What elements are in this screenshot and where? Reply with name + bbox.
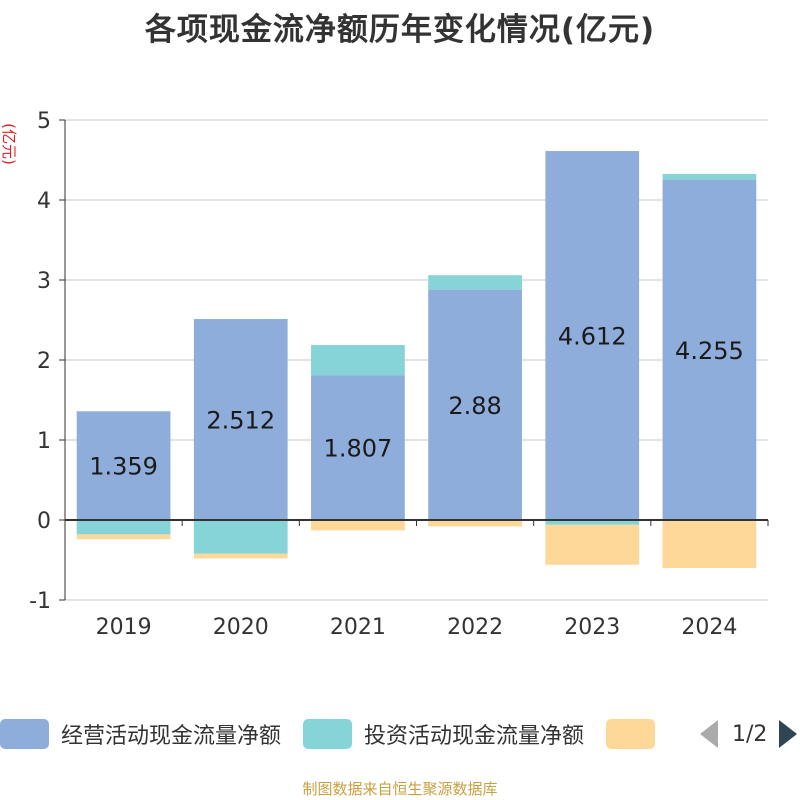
y-tick-label: 0 (37, 509, 51, 534)
source-note: 制图数据来自恒生聚源数据库 (302, 780, 498, 798)
data-label: 2.512 (206, 407, 275, 435)
y-tick-label: 4 (37, 189, 51, 214)
bar-financing-2020 (193, 553, 288, 559)
x-tick-label: 2022 (447, 615, 503, 640)
legend-swatch-investing (303, 719, 353, 749)
bar-financing-2019 (76, 534, 171, 540)
bar-investing-2024 (662, 174, 757, 180)
x-tick-label: 2021 (330, 615, 386, 640)
y-tick-label: 1 (37, 429, 51, 454)
data-label: 4.612 (558, 323, 627, 351)
y-axis-label: (亿元) (0, 123, 18, 165)
legend-label-operating: 经营活动现金流量净额 (61, 724, 282, 749)
legend-swatch-financing (606, 719, 656, 749)
legend: 经营活动现金流量净额 投资活动现金流量净额 (0, 716, 689, 752)
bar-investing-2021 (311, 345, 405, 376)
pager-next-icon[interactable] (779, 720, 798, 748)
x-tick-label: 2019 (96, 615, 152, 640)
x-tick-label: 2023 (564, 615, 620, 640)
bar-operating-2019 (76, 411, 171, 520)
legend-swatch-operating (0, 719, 49, 749)
y-tick-label: -1 (29, 589, 51, 614)
bar-operating-2022 (428, 289, 522, 520)
chart-title: 各项现金流净额历年变化情况(亿元) (144, 12, 656, 48)
pager-prev-icon[interactable] (700, 720, 718, 748)
bar-financing-2024 (662, 520, 757, 568)
legend-item-financing[interactable] (606, 719, 667, 749)
legend-item-operating[interactable]: 经营活动现金流量净额 (0, 718, 281, 750)
bar-financing-2023 (545, 524, 640, 565)
legend-pager: 1/2 (700, 718, 798, 750)
bar-operating-2024 (662, 179, 757, 520)
bar-operating-2021 (311, 375, 405, 520)
data-label: 2.88 (448, 392, 501, 420)
data-label: 1.807 (324, 435, 393, 463)
y-tick-label: 2 (37, 349, 51, 374)
legend-item-investing[interactable]: 投资活动现金流量净额 (303, 718, 584, 750)
data-label: 1.359 (89, 453, 158, 481)
legend-label-investing: 投资活动现金流量净额 (364, 724, 585, 749)
data-label: 4.255 (675, 337, 744, 365)
bar-financing-2022 (428, 520, 522, 527)
y-tick-label: 3 (37, 269, 51, 294)
bar-investing-2023 (545, 520, 640, 525)
x-tick-label: 2020 (213, 615, 269, 640)
y-tick-label: 5 (37, 109, 51, 134)
bar-investing-2022 (428, 275, 522, 290)
bar-investing-2019 (76, 520, 171, 535)
bar-operating-2023 (545, 151, 640, 521)
bar-investing-2020 (193, 520, 288, 554)
bar-financing-2021 (311, 520, 405, 531)
x-tick-label: 2024 (681, 615, 737, 640)
bar-operating-2020 (193, 319, 288, 520)
pager-text: 1/2 (732, 721, 768, 747)
